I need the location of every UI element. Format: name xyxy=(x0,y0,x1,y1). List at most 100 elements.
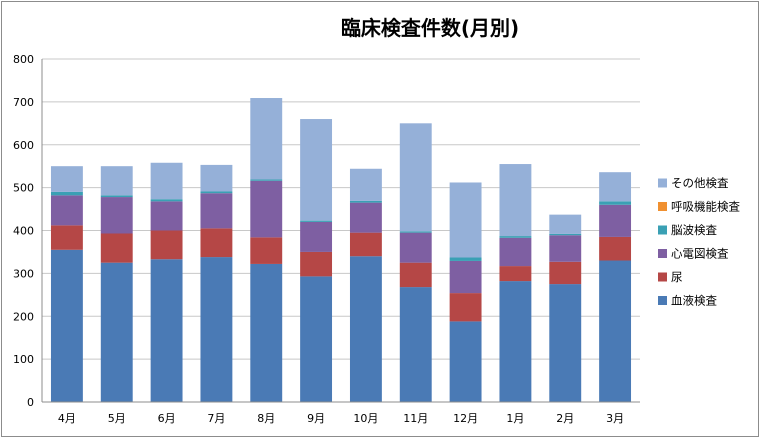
y-tick-label: 200 xyxy=(13,310,34,323)
y-tick-label: 300 xyxy=(13,267,34,280)
x-tick-label: 10月 xyxy=(353,412,378,425)
bar-segment xyxy=(150,199,183,202)
y-tick-label: 500 xyxy=(13,182,34,195)
bar-segment xyxy=(549,214,582,234)
legend-swatch xyxy=(658,202,667,211)
bar-segment xyxy=(250,98,283,180)
bars xyxy=(50,98,632,402)
bar-segment xyxy=(100,197,133,234)
bar-segment xyxy=(399,262,432,288)
y-tick-label: 700 xyxy=(13,96,34,109)
bar-segment xyxy=(200,191,233,194)
x-tick-label: 5月 xyxy=(108,412,126,425)
y-tick-label: 600 xyxy=(13,139,34,152)
x-tick-label: 12月 xyxy=(453,412,478,425)
legend-label: 心電図検査 xyxy=(671,247,729,261)
bar-segment xyxy=(300,276,333,402)
bar-segment xyxy=(250,179,283,181)
bar-segment xyxy=(349,200,382,203)
bar-segment xyxy=(50,191,83,196)
legend-label: その他検査 xyxy=(671,176,729,190)
bar-segment xyxy=(200,193,233,229)
bar-segment xyxy=(449,182,482,258)
legend-label: 尿 xyxy=(671,270,683,284)
bar-segment xyxy=(449,293,482,322)
bar-segment xyxy=(50,166,83,192)
bar-segment xyxy=(349,232,382,257)
bar-segment xyxy=(150,230,183,260)
bar-segment xyxy=(599,201,632,205)
bar-segment xyxy=(349,168,382,201)
bar-segment xyxy=(599,260,632,402)
bar-segment xyxy=(50,249,83,402)
bar-segment xyxy=(150,201,183,231)
legend-label: 脳波検査 xyxy=(671,223,717,237)
bar-segment xyxy=(50,225,83,250)
x-tick-label: 9月 xyxy=(307,412,325,425)
bar-segment xyxy=(100,233,133,263)
bar-segment xyxy=(200,257,233,402)
bar-segment xyxy=(449,257,482,261)
legend-swatch xyxy=(658,249,667,258)
bar-segment xyxy=(449,260,482,294)
legend-label: 呼吸機能検査 xyxy=(671,200,740,214)
bar-segment xyxy=(599,204,632,237)
bar-segment xyxy=(50,195,83,226)
bar-segment xyxy=(399,123,432,232)
bar-segment xyxy=(499,236,532,238)
bar-segment xyxy=(300,220,333,222)
legend-swatch xyxy=(658,296,667,305)
x-tick-label: 8月 xyxy=(257,412,275,425)
bar-segment xyxy=(250,237,283,264)
bar-segment xyxy=(549,284,582,402)
y-tick-label: 0 xyxy=(27,396,34,409)
bar-segment xyxy=(599,236,632,261)
x-tick-label: 6月 xyxy=(158,412,176,425)
x-tick-label: 4月 xyxy=(58,412,76,425)
x-tick-label: 1月 xyxy=(506,412,524,425)
axes: 0 100 200 300 400 500 600 700 800 4月 5月 6月 7月 8月 9月 10月… xyxy=(13,53,640,425)
x-tick-label: 7月 xyxy=(207,412,225,425)
y-tick-label: 800 xyxy=(13,53,34,66)
bar-segment xyxy=(150,259,183,402)
legend-swatch xyxy=(658,272,667,282)
legend-swatch xyxy=(658,178,667,188)
bar-segment xyxy=(200,164,233,192)
chart-title: 臨床検査件数(月別) xyxy=(341,16,519,40)
bar-segment xyxy=(100,195,133,198)
legend-swatch xyxy=(658,225,667,235)
bar-segment xyxy=(300,251,333,277)
x-tick-label: 11月 xyxy=(403,412,428,425)
bar-segment xyxy=(499,281,532,402)
y-tick-label: 100 xyxy=(13,353,34,366)
bar-segment xyxy=(549,233,582,236)
bar-segment xyxy=(599,172,632,202)
bar-segment xyxy=(449,321,482,402)
bar-segment xyxy=(349,256,382,402)
bar-segment xyxy=(549,235,582,262)
bar-segment xyxy=(399,287,432,402)
bar-segment xyxy=(499,237,532,267)
bar-segment xyxy=(499,164,532,237)
bar-segment xyxy=(100,166,133,196)
legend-label: 血液検査 xyxy=(671,294,717,308)
bar-segment xyxy=(250,263,283,402)
bar-segment xyxy=(250,180,283,238)
bar-segment xyxy=(300,221,333,252)
bar-segment xyxy=(100,262,133,402)
y-tick-label: 400 xyxy=(13,225,34,238)
x-tick-label: 3月 xyxy=(606,412,624,425)
bar-segment xyxy=(349,202,382,233)
gridlines xyxy=(42,58,640,360)
bar-segment xyxy=(399,232,432,263)
bar-segment xyxy=(150,162,183,200)
x-tick-label: 2月 xyxy=(556,412,574,425)
bar-segment xyxy=(300,119,333,221)
bar-segment xyxy=(399,231,432,233)
bar-segment xyxy=(499,266,532,282)
bar-segment xyxy=(200,228,233,258)
bar-segment xyxy=(549,261,582,285)
